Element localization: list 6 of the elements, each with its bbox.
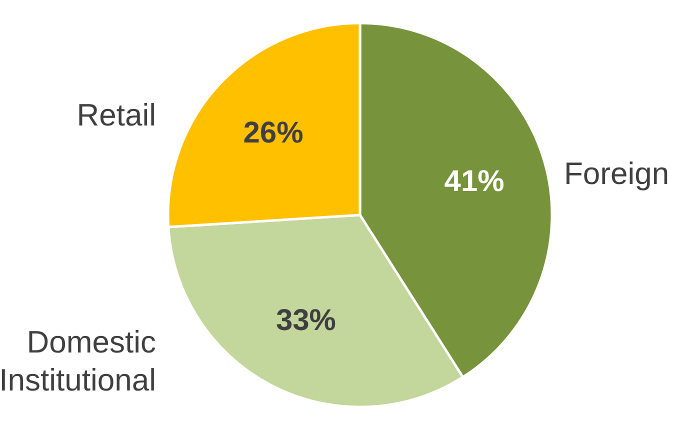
data-label: 33% xyxy=(276,304,336,338)
slice-label: Domestic Institutional xyxy=(0,324,156,398)
slice-label: Foreign xyxy=(564,156,670,191)
slice-label: Retail xyxy=(76,97,156,132)
data-label: 41% xyxy=(444,164,504,198)
data-label: 26% xyxy=(243,116,304,150)
